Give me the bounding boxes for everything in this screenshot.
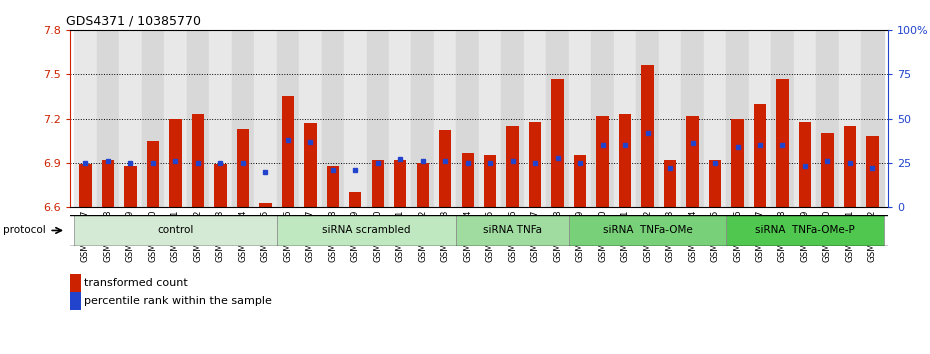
Bar <box>793 30 817 207</box>
Text: control: control <box>157 225 193 235</box>
Bar <box>591 30 614 207</box>
Bar <box>259 202 272 207</box>
Bar <box>596 116 609 207</box>
Bar <box>366 30 389 207</box>
Bar <box>771 30 793 207</box>
Bar <box>74 215 276 246</box>
Bar <box>439 130 451 207</box>
Bar <box>686 116 698 207</box>
Bar <box>861 30 884 207</box>
Bar <box>754 104 766 207</box>
Bar <box>411 30 434 207</box>
Bar <box>326 166 339 207</box>
Bar <box>254 30 276 207</box>
Text: transformed count: transformed count <box>84 278 188 288</box>
Bar <box>417 163 429 207</box>
Bar <box>726 215 884 246</box>
Bar <box>479 30 501 207</box>
Bar <box>574 155 586 207</box>
Bar <box>704 30 726 207</box>
Bar <box>731 119 744 207</box>
Bar <box>821 133 833 207</box>
Bar <box>169 119 181 207</box>
Bar <box>524 30 547 207</box>
Bar <box>618 114 631 207</box>
Bar <box>682 30 704 207</box>
Bar <box>866 136 879 207</box>
Bar <box>209 30 232 207</box>
Bar <box>165 30 187 207</box>
Bar <box>344 30 366 207</box>
Bar <box>192 114 204 207</box>
Bar <box>349 192 362 207</box>
Bar <box>304 123 316 207</box>
Bar <box>237 129 249 207</box>
Bar <box>709 160 721 207</box>
Text: GDS4371 / 10385770: GDS4371 / 10385770 <box>66 15 201 28</box>
Bar <box>394 160 406 207</box>
Text: siRNA scrambled: siRNA scrambled <box>323 225 411 235</box>
Bar <box>547 30 569 207</box>
Bar <box>282 97 294 207</box>
Bar <box>187 30 209 207</box>
Text: siRNA TNFa: siRNA TNFa <box>484 225 542 235</box>
Bar <box>569 215 726 246</box>
Text: siRNA  TNFa-OMe: siRNA TNFa-OMe <box>603 225 693 235</box>
Bar <box>799 121 811 207</box>
Bar <box>461 153 474 207</box>
Bar <box>232 30 254 207</box>
Bar <box>839 30 861 207</box>
Bar <box>79 164 92 207</box>
Bar <box>501 30 524 207</box>
Text: protocol: protocol <box>3 225 46 235</box>
Bar <box>147 141 159 207</box>
Bar <box>507 126 519 207</box>
Bar <box>74 30 97 207</box>
Bar <box>529 121 541 207</box>
Bar <box>726 30 749 207</box>
Bar <box>569 30 591 207</box>
Bar <box>457 215 569 246</box>
Bar <box>636 30 658 207</box>
Bar <box>457 30 479 207</box>
Bar <box>664 160 676 207</box>
Bar <box>551 79 564 207</box>
Bar <box>642 65 654 207</box>
Bar <box>484 155 497 207</box>
Bar <box>658 30 682 207</box>
Bar <box>119 30 141 207</box>
Bar <box>276 215 457 246</box>
Bar <box>322 30 344 207</box>
Bar <box>214 164 227 207</box>
Bar <box>817 30 839 207</box>
Bar <box>276 30 299 207</box>
Bar <box>844 126 857 207</box>
Bar <box>97 30 119 207</box>
Bar <box>141 30 165 207</box>
Bar <box>299 30 322 207</box>
Bar <box>389 30 411 207</box>
Bar <box>777 79 789 207</box>
Bar <box>101 160 114 207</box>
Bar <box>749 30 771 207</box>
Bar <box>372 160 384 207</box>
Bar <box>434 30 457 207</box>
Bar <box>125 166 137 207</box>
Text: percentile rank within the sample: percentile rank within the sample <box>84 296 272 306</box>
Bar <box>614 30 636 207</box>
Text: siRNA  TNFa-OMe-P: siRNA TNFa-OMe-P <box>755 225 855 235</box>
